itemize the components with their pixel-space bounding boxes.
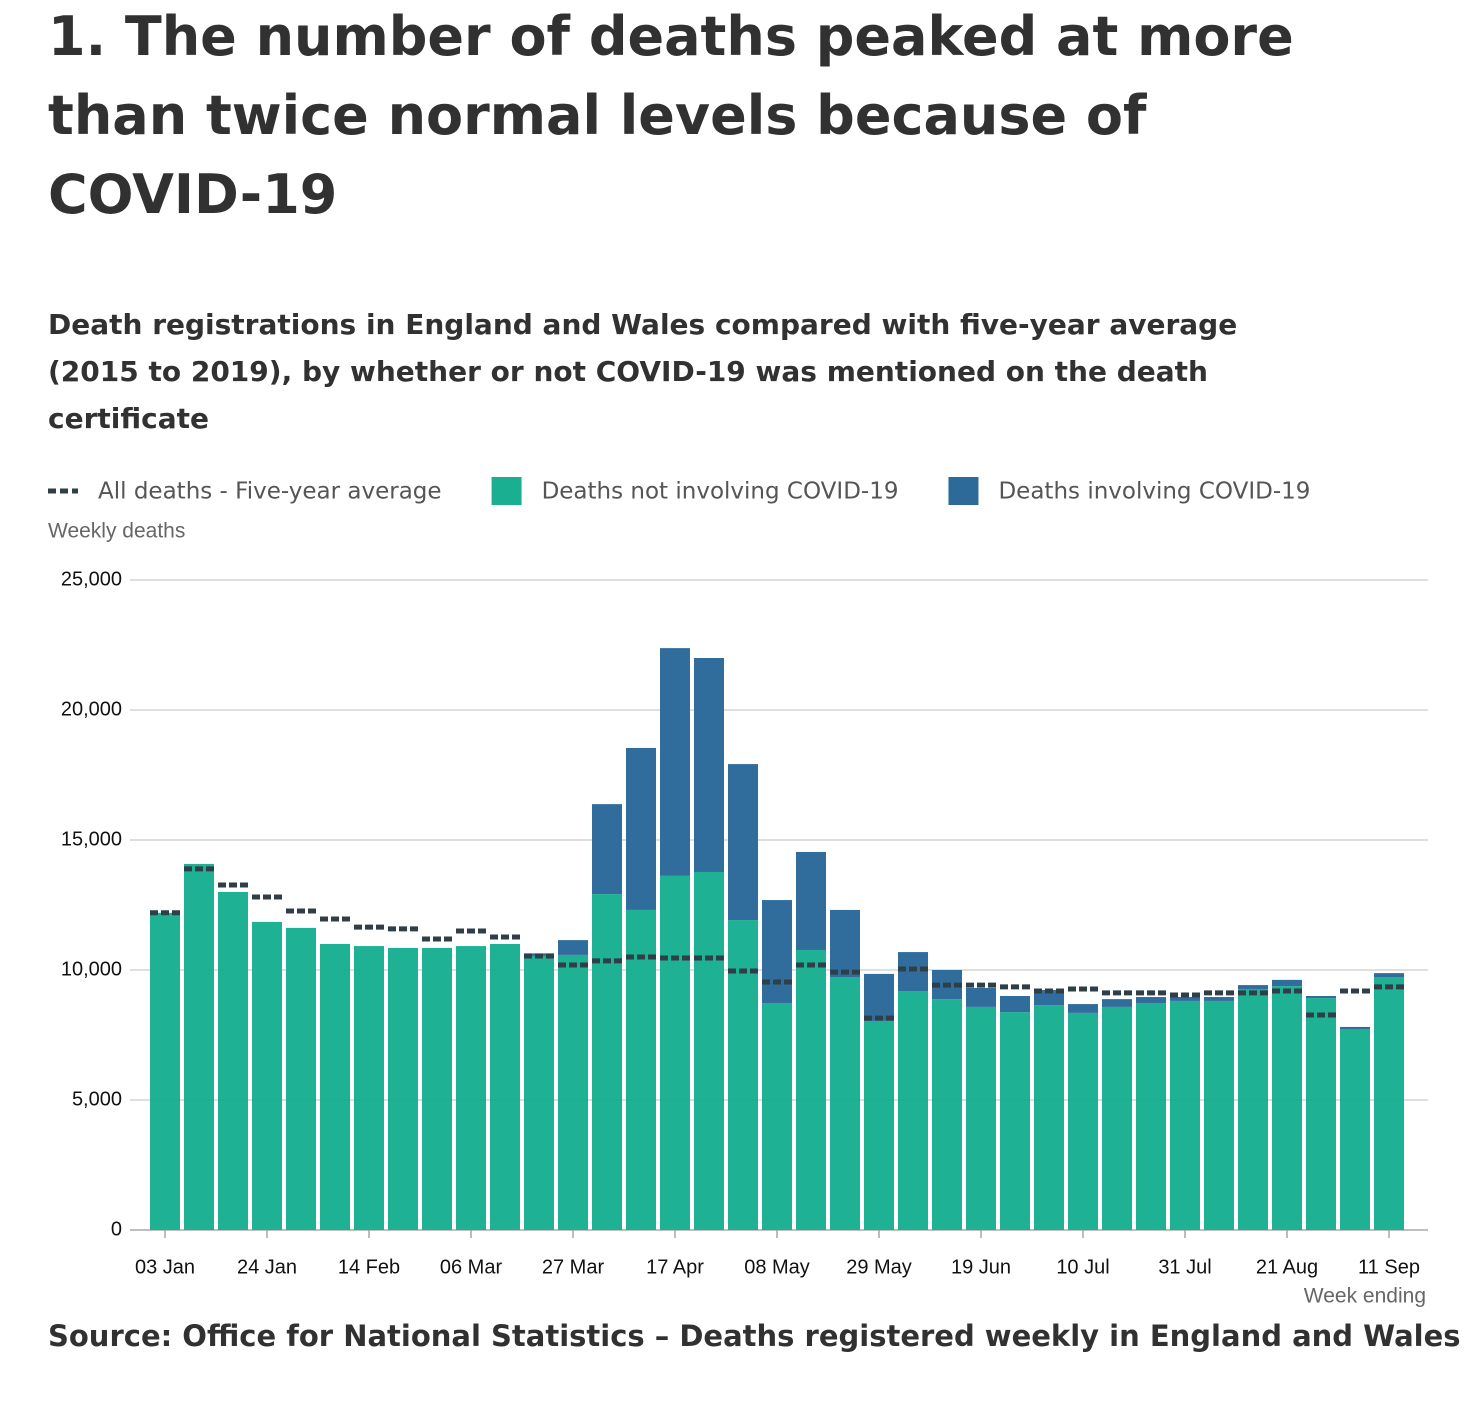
bar [524, 955, 554, 1230]
bar [932, 999, 962, 1230]
bar [1204, 1000, 1234, 1230]
bar [796, 851, 826, 950]
bar [150, 912, 180, 1230]
x-tick-label: 24 Jan [237, 1256, 297, 1278]
bar [660, 875, 690, 1230]
x-tick-label: 08 May [744, 1256, 810, 1278]
bar [796, 949, 826, 1230]
text-block: Death registrations in England and Wales… [48, 308, 1237, 435]
subtitle: Death registrations in England and Wales… [48, 308, 1237, 435]
text-block: 1. The number of deaths peaked at more th… [48, 5, 1294, 226]
bar [966, 987, 996, 1007]
x-tick-label: 21 Aug [1256, 1256, 1318, 1278]
x-tick-label: 27 Mar [542, 1256, 605, 1278]
legend-label: All deaths - Five-year average [98, 479, 442, 505]
bar [694, 658, 724, 872]
bar [728, 920, 758, 1230]
bar [898, 952, 928, 992]
bar [694, 871, 724, 1230]
bar [898, 991, 928, 1230]
bar [728, 764, 758, 921]
legend-swatch [491, 477, 522, 505]
bar [1068, 1012, 1098, 1230]
bar [830, 977, 860, 1230]
bar [1000, 1012, 1030, 1230]
bar [864, 973, 894, 1021]
bar [1204, 997, 1234, 1001]
x-tick-label: 03 Jan [135, 1256, 195, 1278]
bar [1272, 986, 1302, 1230]
bar [286, 927, 316, 1230]
bar [830, 909, 860, 978]
bar [354, 946, 384, 1230]
bar [1238, 985, 1268, 989]
y-tick-label: 10,000 [61, 958, 122, 980]
bar [218, 892, 248, 1230]
x-tick-label: 06 Mar [440, 1256, 503, 1278]
bar [660, 648, 690, 876]
y-tick-label: 15,000 [61, 828, 122, 850]
bar [1034, 1005, 1064, 1230]
bar [1102, 999, 1132, 1007]
legend-label: Deaths involving COVID-19 [998, 479, 1310, 505]
bar [1272, 979, 1302, 987]
bar [762, 900, 792, 1004]
bar [490, 944, 520, 1230]
bar [1034, 990, 1064, 1006]
bar [762, 1003, 792, 1230]
x-axis-label: Week ending [1304, 1285, 1426, 1308]
bar [1306, 998, 1336, 1230]
y-tick-label: 25,000 [61, 568, 122, 590]
bar [558, 940, 588, 955]
bar [1136, 1003, 1166, 1230]
x-tick-label: 11 Sep [1358, 1256, 1420, 1278]
bar [184, 863, 214, 1230]
bar [558, 954, 588, 1230]
bar [252, 921, 282, 1230]
bar [1068, 1004, 1098, 1013]
x-tick-label: 29 May [846, 1256, 912, 1278]
x-tick-label: 14 Feb [338, 1256, 400, 1278]
bar [456, 946, 486, 1230]
bar [1306, 996, 1336, 999]
x-tick-label: 19 Jun [951, 1256, 1011, 1278]
y-tick-label: 0 [111, 1218, 122, 1240]
x-tick-label: 31 Jul [1158, 1256, 1211, 1278]
x-tick-label: 17 Apr [646, 1256, 704, 1278]
bar [592, 804, 622, 895]
bar [1340, 1029, 1370, 1230]
bar [1238, 988, 1268, 1230]
legend-swatch [948, 477, 979, 505]
bar [1340, 1026, 1370, 1030]
bar [1374, 977, 1404, 1230]
bar [388, 947, 418, 1230]
bar [626, 909, 656, 1230]
x-tick-label: 10 Jul [1056, 1256, 1109, 1278]
bar [626, 747, 656, 910]
y-tick-label: 20,000 [61, 698, 122, 720]
source: Source: Office for National Statistics –… [48, 1319, 1461, 1353]
bar [1136, 997, 1166, 1004]
bar [422, 947, 452, 1230]
bar [592, 894, 622, 1230]
bar [1170, 1000, 1200, 1230]
y-tick-label: 5,000 [72, 1088, 122, 1110]
bar [320, 944, 350, 1230]
bar [1102, 1006, 1132, 1230]
bar [966, 1006, 996, 1230]
bar [1170, 997, 1200, 1001]
legend-label: Deaths not involving COVID-19 [542, 479, 899, 505]
y-axis-label: Weekly deaths [48, 520, 185, 543]
bar [864, 1020, 894, 1230]
bar [1000, 996, 1030, 1013]
bar [1374, 973, 1404, 978]
title: 1. The number of deaths peaked at more th… [48, 5, 1294, 226]
